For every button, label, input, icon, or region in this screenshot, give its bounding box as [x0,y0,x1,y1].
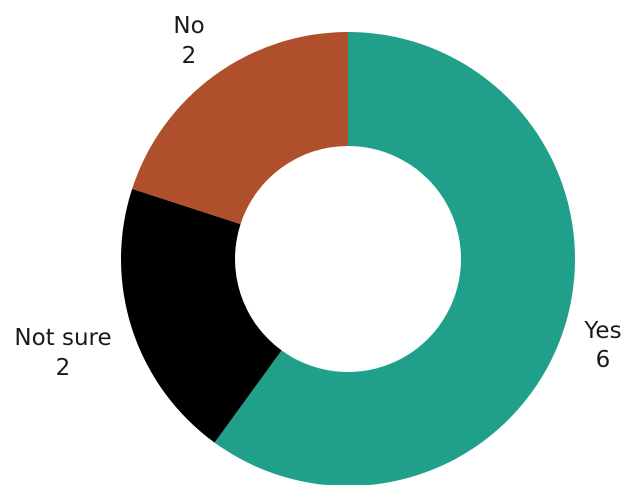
slice-yes [214,32,575,485]
label-yes-value: 6 [596,347,611,373]
slice-no [132,32,348,225]
label-no-name: No [173,13,204,39]
donut-slices [121,32,575,485]
label-no-value: 2 [182,43,197,69]
label-yes-name: Yes [583,318,621,344]
label-not-sure-value: 2 [56,355,71,381]
label-not-sure-name: Not sure [14,325,111,351]
slice-not-sure [121,188,282,443]
